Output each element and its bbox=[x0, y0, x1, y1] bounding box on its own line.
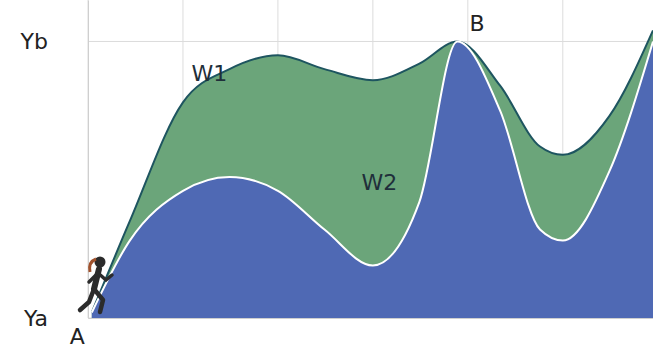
point-label: A bbox=[70, 324, 85, 349]
y-tick-label: Yb bbox=[20, 29, 48, 54]
series-line bbox=[92, 41, 653, 312]
runner-legs bbox=[80, 289, 103, 312]
y-axis: Ya Yb bbox=[20, 1, 89, 331]
series-labels: W1 W2 bbox=[191, 61, 397, 195]
x-axis-line bbox=[89, 318, 653, 319]
y-tick-label: Ya bbox=[23, 306, 48, 331]
grid-line-y bbox=[88, 41, 653, 42]
runner-hair bbox=[90, 259, 96, 272]
runner-icon bbox=[80, 257, 112, 313]
runner-head bbox=[95, 257, 106, 268]
x-axis bbox=[89, 318, 653, 320]
series-area bbox=[92, 41, 653, 318]
series-area bbox=[92, 30, 653, 318]
runner-arms bbox=[89, 273, 112, 282]
point-label: B bbox=[469, 11, 484, 36]
plot-area bbox=[92, 30, 653, 318]
series-label: W1 bbox=[191, 61, 227, 86]
series-label: W2 bbox=[361, 170, 397, 195]
y-tick: Yb bbox=[20, 29, 88, 54]
grid bbox=[88, 0, 653, 318]
annotations: AB bbox=[70, 11, 485, 349]
chart: YaYbW1W2AB bbox=[0, 0, 653, 351]
